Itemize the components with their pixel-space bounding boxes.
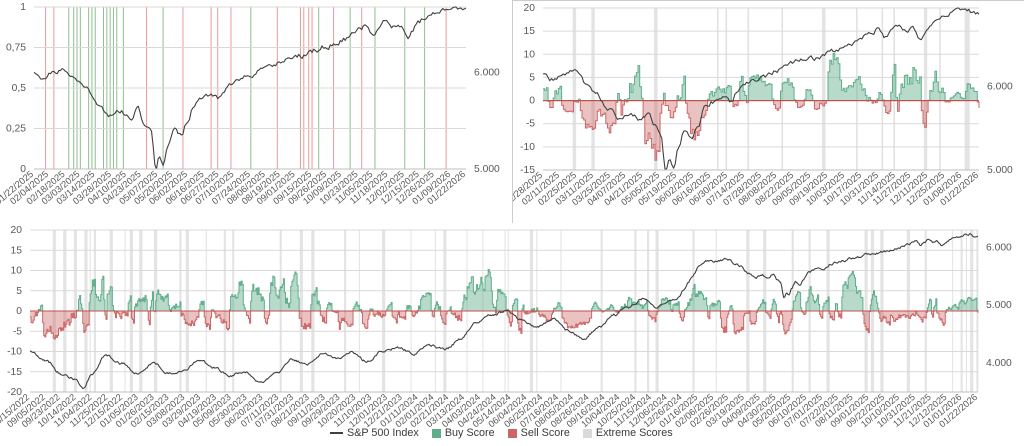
svg-text:20: 20 xyxy=(11,225,23,236)
svg-text:10: 10 xyxy=(11,266,23,277)
svg-text:-15: -15 xyxy=(7,367,22,378)
svg-text:0,25: 0,25 xyxy=(6,124,26,135)
svg-text:5.000: 5.000 xyxy=(986,300,1012,311)
svg-text:-5: -5 xyxy=(13,326,22,337)
svg-text:4.000: 4.000 xyxy=(986,358,1012,369)
svg-text:6.000: 6.000 xyxy=(987,81,1013,92)
svg-text:0,5: 0,5 xyxy=(12,83,27,94)
svg-text:10: 10 xyxy=(524,49,536,60)
svg-text:1: 1 xyxy=(20,2,26,13)
svg-text:5: 5 xyxy=(529,72,535,83)
svg-text:5.000: 5.000 xyxy=(987,165,1013,176)
svg-text:6.000: 6.000 xyxy=(474,68,500,79)
svg-text:0: 0 xyxy=(16,306,22,317)
svg-text:-10: -10 xyxy=(7,347,22,358)
svg-text:15: 15 xyxy=(524,26,536,37)
svg-text:-10: -10 xyxy=(520,142,535,153)
svg-text:15: 15 xyxy=(11,245,23,256)
svg-text:0,75: 0,75 xyxy=(6,43,26,54)
svg-text:6.000: 6.000 xyxy=(986,242,1012,253)
svg-text:5.000: 5.000 xyxy=(474,164,500,175)
svg-text:20: 20 xyxy=(524,3,536,14)
svg-text:0: 0 xyxy=(529,96,535,107)
svg-text:5: 5 xyxy=(16,286,22,297)
svg-text:-5: -5 xyxy=(526,119,535,130)
